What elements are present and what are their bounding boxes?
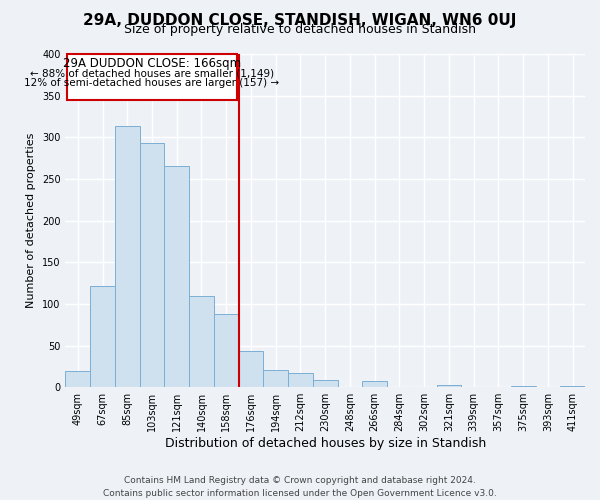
Text: 29A DUDDON CLOSE: 166sqm: 29A DUDDON CLOSE: 166sqm [62,58,241,70]
Bar [560,386,585,387]
Bar [189,296,214,387]
Text: ← 88% of detached houses are smaller (1,149): ← 88% of detached houses are smaller (1,… [29,68,274,78]
Bar [511,386,536,387]
Bar [90,286,115,387]
Y-axis label: Number of detached properties: Number of detached properties [26,133,37,308]
Bar [313,380,338,387]
Bar [214,314,239,387]
Text: 12% of semi-detached houses are larger (157) →: 12% of semi-detached houses are larger (… [24,78,279,88]
Text: Contains HM Land Registry data © Crown copyright and database right 2024.
Contai: Contains HM Land Registry data © Crown c… [103,476,497,498]
Bar [263,370,288,387]
Bar [115,126,140,387]
Text: Size of property relative to detached houses in Standish: Size of property relative to detached ho… [124,22,476,36]
Text: 29A, DUDDON CLOSE, STANDISH, WIGAN, WN6 0UJ: 29A, DUDDON CLOSE, STANDISH, WIGAN, WN6 … [83,12,517,28]
Bar [362,382,387,387]
Bar [437,384,461,387]
Bar [288,373,313,387]
Bar [239,352,263,387]
FancyBboxPatch shape [67,54,236,100]
Bar [164,166,189,387]
Bar [65,370,90,387]
X-axis label: Distribution of detached houses by size in Standish: Distribution of detached houses by size … [164,437,486,450]
Bar [140,143,164,387]
